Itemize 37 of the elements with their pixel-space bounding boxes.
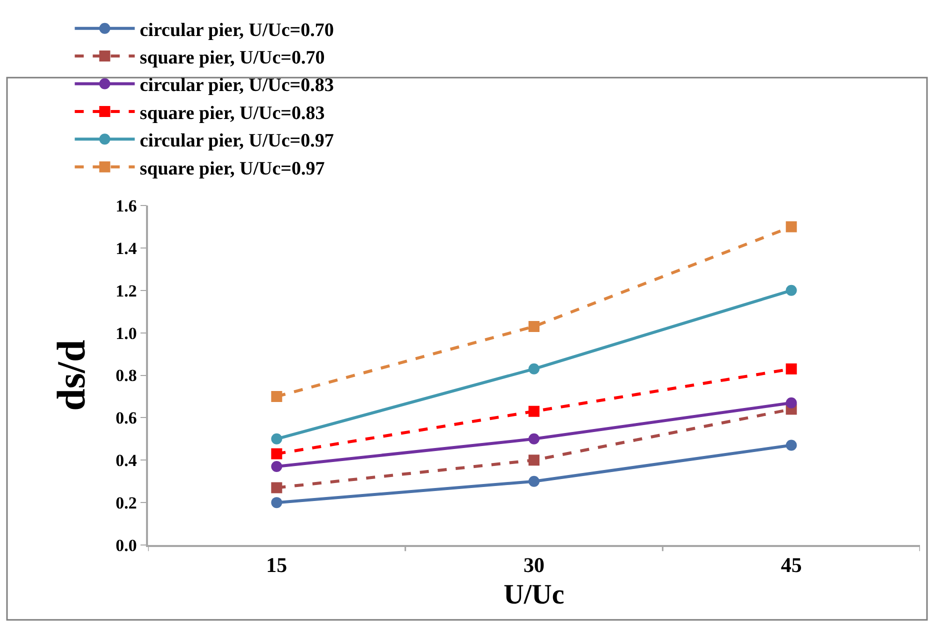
point (786, 363, 797, 374)
point (786, 440, 797, 451)
point (528, 363, 540, 374)
point (271, 461, 282, 472)
legend-label: square pier, U/Uc=0.83 (140, 102, 325, 124)
legend-label: circular pier, U/Uc=0.97 (140, 130, 334, 152)
y-tick-label: 1.0 (116, 324, 137, 343)
x-tick-label: 30 (524, 552, 544, 577)
point (528, 454, 540, 466)
y-tick-label: 0.4 (116, 451, 138, 470)
x-tick-label: 15 (266, 552, 288, 577)
x-tick-label: 45 (780, 552, 802, 577)
point (528, 433, 540, 444)
point (271, 448, 282, 460)
legend-label: square pier, U/Uc=0.70 (140, 47, 325, 68)
y-axis-title: ds/d (48, 340, 94, 411)
point (271, 433, 282, 444)
legend-label: square pier, U/Uc=0.97 (140, 158, 326, 180)
y-tick-label: 1.2 (116, 281, 137, 300)
y-tick-label: 0.2 (116, 494, 137, 513)
point (528, 320, 540, 332)
point (271, 390, 282, 402)
point (271, 482, 282, 494)
point (786, 221, 797, 232)
point (528, 406, 540, 417)
legend-label: circular pier, U/Uc=0.83 (140, 75, 334, 96)
point (271, 497, 282, 508)
point (786, 397, 797, 408)
legend-label: circular pier, U/Uc=0.70 (140, 20, 334, 41)
y-tick-label: 1.6 (116, 196, 137, 216)
x-axis-title: U/Uc (504, 580, 564, 611)
y-tick-label: 1.4 (116, 238, 138, 258)
point (786, 284, 797, 296)
y-tick-label: 0.0 (116, 536, 137, 555)
y-tick-label: 0.6 (116, 408, 137, 428)
y-tick-label: 0.8 (116, 366, 137, 386)
point (528, 476, 540, 487)
